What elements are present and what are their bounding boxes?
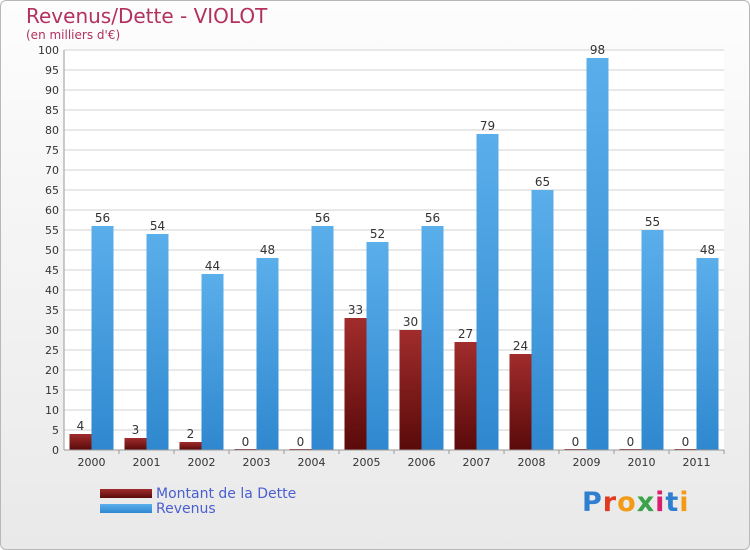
x-tick-label: 2010 [628,456,656,469]
logo-letter: i [679,487,690,518]
bar-revenue [586,58,609,450]
legend-item-debt: Montant de la Dette [100,485,297,502]
y-tick-label: 65 [45,184,59,197]
bar-debt [509,354,532,450]
data-label: 54 [150,219,165,233]
bar-revenue [201,274,224,450]
data-label: 52 [370,227,385,241]
data-label: 3 [132,423,140,437]
x-tick-label: 2009 [573,456,601,469]
y-tick-label: 60 [45,204,59,217]
bar-revenue [421,226,444,450]
data-label: 0 [627,435,635,449]
bar-debt [124,438,147,450]
data-label: 2 [187,427,195,441]
bar-debt [179,442,202,450]
logo-letter: x [636,487,656,518]
data-label: 27 [458,327,473,341]
logo-letter: r [602,487,618,518]
y-tick-label: 5 [52,424,59,437]
proxiti-logo: Proxiti [582,487,690,518]
chart-legend: Montant de la Dette Revenus [100,485,297,517]
data-label: 4 [77,419,85,433]
y-tick-label: 10 [45,404,59,417]
data-label: 65 [535,175,550,189]
x-tick-label: 2004 [298,456,326,469]
bar-debt [344,318,367,450]
data-label: 44 [205,259,220,273]
x-tick-label: 2006 [408,456,436,469]
data-label: 79 [480,119,495,133]
bar-revenue [256,258,279,450]
x-tick-label: 2005 [353,456,381,469]
y-tick-label: 55 [45,224,59,237]
data-label: 24 [513,339,528,353]
x-tick-label: 2003 [243,456,271,469]
chart-title: Revenus/Dette - VIOLOT [26,4,268,28]
y-tick-label: 80 [45,124,59,137]
bar-revenue [476,134,499,450]
y-tick-label: 85 [45,104,59,117]
bar-revenue [91,226,114,450]
y-tick-label: 25 [45,344,59,357]
y-tick-label: 0 [52,444,59,457]
data-label: 48 [700,243,715,257]
data-label: 0 [572,435,580,449]
y-tick-label: 90 [45,84,59,97]
x-tick-label: 2002 [188,456,216,469]
bar-revenue [641,230,664,450]
logo-letter: i [655,487,666,518]
data-label: 56 [95,211,110,225]
data-label: 55 [645,215,660,229]
legend-label-debt: Montant de la Dette [156,485,297,502]
bar-revenue [696,258,719,450]
y-tick-label: 15 [45,384,59,397]
y-tick-label: 30 [45,324,59,337]
x-tick-label: 2011 [683,456,711,469]
x-tick-label: 2008 [518,456,546,469]
data-label: 30 [403,315,418,329]
bar-debt [454,342,477,450]
legend-swatch-debt [100,489,152,498]
legend-label-revenue: Revenus [156,500,216,517]
bar-chart: 0510152025303540455055606570758085909510… [38,43,725,469]
bar-revenue [366,242,389,450]
chart-subtitle: (en milliers d'€) [26,28,121,42]
data-label: 56 [425,211,440,225]
bar-revenue [311,226,334,450]
data-label: 56 [315,211,330,225]
x-tick-label: 2007 [463,456,491,469]
data-label: 0 [682,435,690,449]
logo-letter: P [582,487,603,518]
logo-letter: t [665,487,680,518]
data-label: 0 [297,435,305,449]
logo-letter: o [617,487,637,518]
x-tick-label: 2001 [133,456,161,469]
y-tick-label: 100 [38,44,59,57]
y-tick-label: 70 [45,164,59,177]
data-label: 98 [590,43,605,57]
y-tick-label: 75 [45,144,59,157]
bar-revenue [531,190,554,450]
y-tick-label: 45 [45,264,59,277]
y-tick-label: 20 [45,364,59,377]
data-label: 48 [260,243,275,257]
legend-swatch-revenue [100,504,152,513]
x-tick-label: 2000 [78,456,106,469]
bar-debt [399,330,422,450]
data-label: 33 [348,303,363,317]
bar-revenue [146,234,169,450]
y-tick-label: 95 [45,64,59,77]
legend-item-revenue: Revenus [100,500,296,517]
bar-debt [69,434,92,450]
y-tick-label: 35 [45,304,59,317]
y-tick-label: 50 [45,244,59,257]
data-label: 0 [242,435,250,449]
y-tick-label: 40 [45,284,59,297]
